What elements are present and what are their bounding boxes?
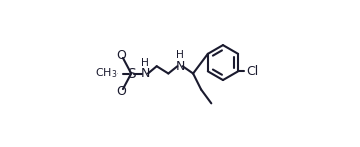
Text: H: H [141,58,149,68]
Text: O: O [116,85,126,98]
Text: S: S [116,73,117,74]
Text: S: S [127,66,135,81]
Text: O: O [116,49,126,62]
Text: N: N [140,67,150,80]
Text: $\mathsf{CH_3}$: $\mathsf{CH_3}$ [95,67,117,80]
Text: Cl: Cl [246,65,258,78]
Text: H: H [176,50,184,60]
Text: N: N [175,60,185,73]
